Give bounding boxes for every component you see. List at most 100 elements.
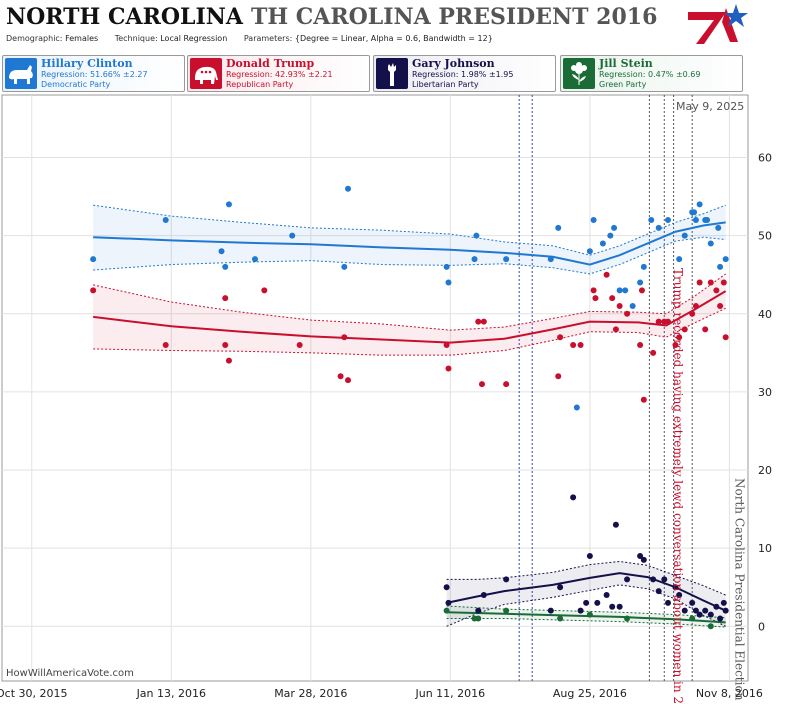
poll-point bbox=[337, 373, 344, 380]
candidate-regression: Regression: 51.66% ±2.27 bbox=[41, 70, 148, 79]
poll-point bbox=[607, 232, 614, 239]
x-tick-label: Nov 8, 2016 bbox=[696, 687, 763, 700]
poll-point bbox=[252, 256, 259, 263]
candidate-party: Democratic Party bbox=[41, 80, 111, 89]
candidate-name: Donald Trump bbox=[226, 57, 315, 70]
poll-point bbox=[599, 240, 606, 247]
poll-point bbox=[722, 607, 729, 614]
poll-point bbox=[696, 611, 703, 618]
poll-point bbox=[676, 256, 683, 263]
y-tick-label: 30 bbox=[758, 386, 772, 399]
site-logo bbox=[688, 4, 748, 44]
poll-point bbox=[609, 295, 616, 302]
x-tick-label: Jan 13, 2016 bbox=[136, 687, 206, 700]
poll-point bbox=[681, 326, 688, 333]
poll-point bbox=[720, 599, 727, 606]
poll-point bbox=[648, 217, 655, 224]
poll-point bbox=[640, 556, 647, 563]
poll-point bbox=[289, 232, 296, 239]
poll-point bbox=[590, 217, 597, 224]
watermark: HowWillAmericaVote.com bbox=[6, 668, 134, 679]
regression-line bbox=[93, 221, 726, 266]
poll-point bbox=[707, 279, 714, 286]
poll-point bbox=[586, 611, 593, 618]
regression-lines bbox=[93, 221, 727, 624]
candidate-card-johnson[interactable]: Gary Johnson Regression: 1.98% ±1.95 Lib… bbox=[373, 55, 556, 92]
annotation-label: North Carolina Presidential Election bbox=[732, 478, 746, 701]
poll-point bbox=[443, 584, 450, 591]
poll-point bbox=[341, 263, 348, 270]
candidate-regression: Regression: 1.98% ±1.95 bbox=[412, 70, 514, 79]
poll-point bbox=[577, 342, 584, 349]
poll-point bbox=[696, 279, 703, 286]
poll-chart: Trump recorded having extremely lewd con… bbox=[0, 94, 772, 704]
ci-lower bbox=[93, 307, 726, 356]
poll-point bbox=[261, 287, 268, 294]
y-tick-label: 20 bbox=[758, 464, 772, 477]
ci-upper bbox=[93, 273, 726, 331]
y-tick-label: 10 bbox=[758, 542, 772, 555]
candidate-name: Jill Stein bbox=[599, 57, 653, 70]
poll-point bbox=[612, 326, 619, 333]
ci-band bbox=[93, 205, 726, 274]
annotation-label: Trump recorded having extremely lewd con… bbox=[671, 268, 685, 704]
y-tick-label: 50 bbox=[758, 230, 772, 243]
y-tick-label: 0 bbox=[758, 620, 765, 633]
poll-point bbox=[225, 201, 232, 208]
poll-point bbox=[341, 334, 348, 341]
candidate-card-trump[interactable]: Donald Trump Regression: 42.93% ±2.21 Re… bbox=[187, 55, 370, 92]
poll-point bbox=[717, 302, 724, 309]
poll-point bbox=[557, 615, 564, 622]
poll-point bbox=[665, 217, 672, 224]
poll-point bbox=[713, 603, 720, 610]
demographic-value: Females bbox=[65, 34, 99, 43]
poll-point bbox=[162, 342, 169, 349]
candidate-party: Libertarian Party bbox=[412, 80, 479, 89]
ci-upper bbox=[93, 204, 726, 256]
poll-point bbox=[218, 248, 225, 255]
poll-point bbox=[702, 607, 709, 614]
liberty-torch-icon bbox=[376, 58, 408, 89]
page-subtitle: TH CAROLINA PRESIDENT 2016 bbox=[250, 4, 658, 30]
ci-lower bbox=[93, 236, 726, 275]
plot-frame bbox=[1, 94, 749, 682]
y-tick-label: 40 bbox=[758, 308, 772, 321]
poll-point bbox=[503, 576, 510, 583]
candidate-regression: Regression: 42.93% ±2.21 bbox=[226, 70, 333, 79]
poll-point bbox=[655, 318, 662, 325]
poll-point bbox=[720, 279, 727, 286]
candidate-card-stein[interactable]: Jill Stein Regression: 0.47% ±0.69 Green… bbox=[560, 55, 743, 92]
poll-point bbox=[162, 217, 169, 224]
poll-point bbox=[624, 615, 631, 622]
chart-title: NORTH CAROLINA TH CAROLINA PRESIDENT 2016 bbox=[6, 4, 657, 34]
poll-point bbox=[676, 592, 683, 599]
poll-point bbox=[611, 224, 618, 231]
poll-point bbox=[503, 256, 510, 263]
poll-point bbox=[547, 607, 554, 614]
ci-band bbox=[446, 561, 726, 627]
poll-point bbox=[616, 603, 623, 610]
x-tick-label: Mar 28, 2016 bbox=[274, 687, 347, 700]
poll-point bbox=[637, 342, 644, 349]
poll-point bbox=[547, 256, 554, 263]
poll-point bbox=[586, 248, 593, 255]
regression-line bbox=[93, 290, 727, 344]
poll-point bbox=[592, 295, 599, 302]
poll-point bbox=[672, 584, 679, 591]
poll-point bbox=[696, 201, 703, 208]
poll-point bbox=[707, 611, 714, 618]
poll-point bbox=[443, 607, 450, 614]
poll-point bbox=[609, 603, 616, 610]
poll-point bbox=[650, 576, 657, 583]
poll-point bbox=[622, 287, 629, 294]
annotations: Trump recorded having extremely lewd con… bbox=[671, 268, 747, 704]
poll-point bbox=[478, 381, 485, 388]
poll-point bbox=[676, 334, 683, 341]
poll-point bbox=[681, 607, 688, 614]
poll-point bbox=[577, 607, 584, 614]
poll-point bbox=[637, 279, 644, 286]
poll-point bbox=[590, 287, 597, 294]
x-tick-label: Aug 25, 2016 bbox=[553, 687, 627, 700]
poll-point bbox=[715, 224, 722, 231]
candidate-card-clinton[interactable]: Hillary Clinton Regression: 51.66% ±2.27… bbox=[2, 55, 185, 92]
